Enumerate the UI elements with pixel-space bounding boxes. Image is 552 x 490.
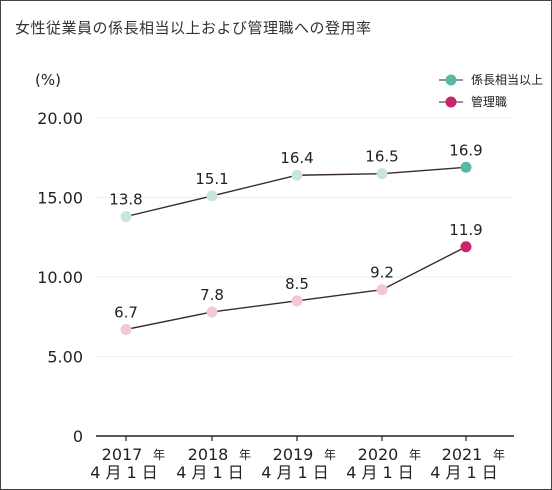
legend-label: 管理職 bbox=[471, 94, 507, 109]
x-tick-year: 2018 bbox=[188, 445, 229, 464]
x-tick-year-suffix: 年 bbox=[409, 448, 421, 462]
x-tick-year: 2017 bbox=[102, 445, 143, 464]
data-point bbox=[291, 169, 303, 181]
data-label: 7.8 bbox=[200, 286, 224, 304]
data-point bbox=[120, 323, 132, 335]
legend-label: 係長相当以上 bbox=[471, 73, 543, 87]
x-tick-date: 4 月 1 日 bbox=[176, 463, 244, 482]
data-point bbox=[376, 284, 388, 296]
x-tick-date: 4 月 1 日 bbox=[430, 463, 498, 482]
y-tick-label: 20.00 bbox=[37, 109, 83, 128]
x-tick-year-suffix: 年 bbox=[239, 448, 251, 462]
x-tick-year: 2020 bbox=[358, 445, 399, 464]
y-tick-label: 0 bbox=[73, 427, 83, 446]
data-label: 13.8 bbox=[109, 191, 142, 209]
data-label: 16.5 bbox=[365, 148, 398, 166]
y-tick-label: 15.00 bbox=[37, 189, 83, 208]
legend-marker bbox=[445, 74, 457, 86]
data-label: 16.4 bbox=[280, 149, 313, 167]
x-tick-year: 2019 bbox=[273, 445, 314, 464]
y-tick-label: 10.00 bbox=[37, 268, 83, 287]
data-label: 8.5 bbox=[285, 275, 309, 293]
data-label: 16.9 bbox=[449, 141, 482, 159]
x-tick-year-suffix: 年 bbox=[324, 448, 336, 462]
data-point bbox=[376, 168, 388, 180]
data-label: 6.7 bbox=[114, 303, 138, 321]
x-tick-year-suffix: 年 bbox=[153, 448, 165, 462]
data-point bbox=[206, 306, 218, 318]
data-label: 9.2 bbox=[370, 264, 394, 282]
x-tick-date: 4 月 1 日 bbox=[346, 463, 414, 482]
x-tick-date: 4 月 1 日 bbox=[90, 463, 158, 482]
y-unit-label: (%) bbox=[35, 71, 61, 89]
data-point bbox=[291, 295, 303, 307]
data-point bbox=[120, 211, 132, 223]
data-label: 11.9 bbox=[449, 221, 482, 239]
data-point bbox=[460, 161, 472, 173]
y-tick-label: 5.00 bbox=[47, 348, 83, 367]
legend-marker bbox=[445, 96, 457, 108]
chart-title: 女性従業員の係長相当以上および管理職への登用率 bbox=[15, 19, 372, 37]
x-tick-date: 4 月 1 日 bbox=[261, 463, 329, 482]
data-label: 15.1 bbox=[195, 170, 228, 188]
x-tick-year-suffix: 年 bbox=[493, 448, 505, 462]
data-point bbox=[206, 190, 218, 202]
x-tick-year: 2021 bbox=[442, 445, 483, 464]
data-point bbox=[460, 241, 472, 253]
